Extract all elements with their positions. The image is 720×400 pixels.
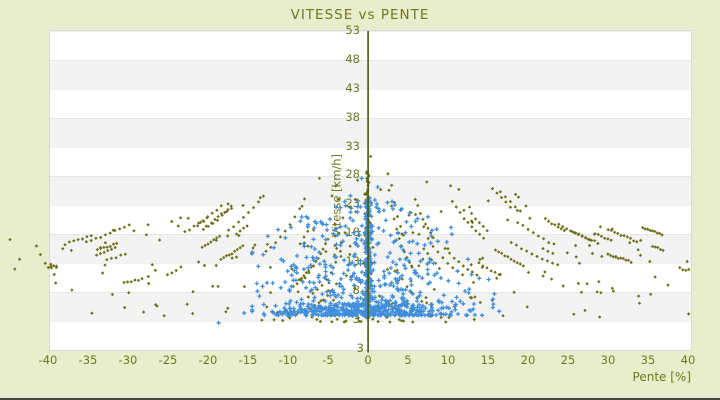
x-tick-label: 10 xyxy=(440,353,456,367)
x-tick-label: 15 xyxy=(480,353,496,367)
x-tick-label: 40 xyxy=(680,353,696,367)
x-tick-label: 30 xyxy=(600,353,616,367)
x-tick-label: -25 xyxy=(158,353,178,367)
x-tick-label: 0 xyxy=(364,353,372,367)
x-tick-label: -35 xyxy=(78,353,98,367)
x-tick-label: -5 xyxy=(322,353,334,367)
x-tick-label: -40 xyxy=(38,353,58,367)
y-tick-label: 3 xyxy=(352,312,360,326)
y-tick-label: 43 xyxy=(345,81,360,95)
chart-title: VITESSE vs PENTE xyxy=(290,7,430,23)
x-tick-label: -30 xyxy=(118,353,138,367)
y-tick-label: 48 xyxy=(345,52,360,66)
y-axis-origin-label: 3 xyxy=(356,341,364,355)
y-tick-label: 8 xyxy=(352,283,360,297)
y-tick-label: 33 xyxy=(345,139,360,153)
x-tick-label: 5 xyxy=(404,353,412,367)
x-axis-title: Pente [%] xyxy=(632,370,691,384)
x-tick-label: -15 xyxy=(238,353,258,367)
x-tick-label: -10 xyxy=(278,353,298,367)
x-tick-label: 35 xyxy=(640,353,656,367)
y-axis-title: Vitesse [km/h] xyxy=(329,153,344,238)
x-tick-label: -20 xyxy=(198,353,218,367)
x-tick-label: 25 xyxy=(560,353,576,367)
window-bottom-edge xyxy=(0,398,720,400)
y-tick-label: 13 xyxy=(345,254,360,268)
y-tick-label: 38 xyxy=(345,110,360,124)
y-tick-label: 53 xyxy=(345,23,360,37)
x-tick-label: 20 xyxy=(520,353,536,367)
